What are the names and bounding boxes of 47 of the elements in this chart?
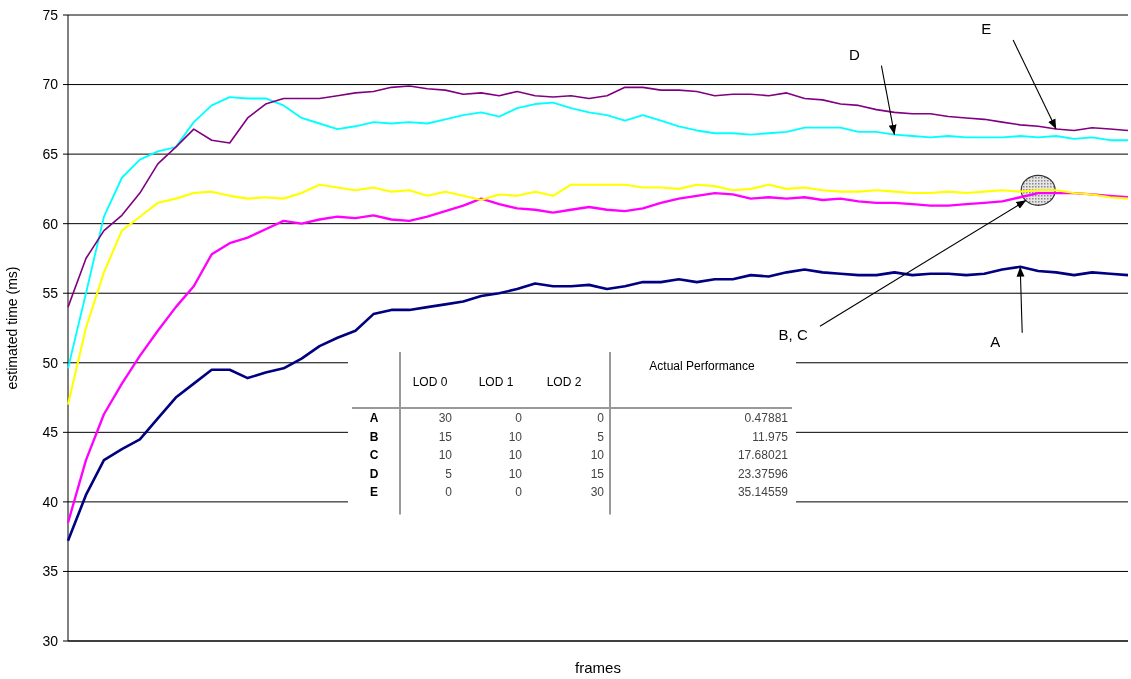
text: 30 <box>438 411 452 425</box>
y-axis-title: estimated time (ms) <box>4 266 20 390</box>
text: 5 <box>597 429 604 444</box>
text: 5 <box>445 466 452 481</box>
y-tick-label: 30 <box>42 632 59 649</box>
text: 15 <box>590 466 604 481</box>
text: 0.47881 <box>744 411 788 425</box>
category-label: C <box>369 448 379 462</box>
text: 0 <box>597 411 604 425</box>
text: 10 <box>508 429 522 444</box>
y-tick-label: 60 <box>42 215 59 232</box>
line-series <box>66 191 1130 524</box>
text: 35.14559 <box>737 485 788 499</box>
text: 23.37596 <box>737 466 788 481</box>
text: 30 <box>590 485 604 499</box>
category-label: LOD 1 <box>478 375 514 389</box>
annotation: D <box>849 45 861 63</box>
y-tick-label: 40 <box>42 493 59 510</box>
x-axis-title: frames <box>575 659 621 676</box>
y-tick-label: 75 <box>42 6 59 23</box>
y-tick-label: 35 <box>42 563 59 580</box>
category-label: Actual Performance <box>649 359 756 373</box>
category-label: LOD 0 <box>412 375 448 389</box>
y-tick-label: 45 <box>42 424 59 441</box>
category-label: A <box>369 411 379 425</box>
y-tick-label: 55 <box>42 285 59 302</box>
y-tick-label: 50 <box>42 354 59 371</box>
text: 11.975 <box>752 429 788 444</box>
annotation: E <box>981 20 992 38</box>
text: 0 <box>515 485 522 499</box>
text: 10 <box>508 466 522 481</box>
category-label: LOD 2 <box>546 375 582 389</box>
text: 10 <box>508 448 522 462</box>
annotation: A <box>990 332 1001 350</box>
line-series <box>66 265 1130 543</box>
text: 10 <box>438 448 452 462</box>
y-tick-label: 65 <box>42 146 59 163</box>
text: 0 <box>515 411 522 425</box>
text: 15 <box>438 429 452 444</box>
text: 0 <box>445 485 452 499</box>
category-label: E <box>369 485 379 499</box>
text: 10 <box>590 448 604 462</box>
category-label: D <box>369 466 379 481</box>
category-label: B <box>369 429 379 444</box>
text: 17.68021 <box>737 448 788 462</box>
y-tick-label: 70 <box>42 76 59 93</box>
annotation: B, C <box>778 326 808 344</box>
